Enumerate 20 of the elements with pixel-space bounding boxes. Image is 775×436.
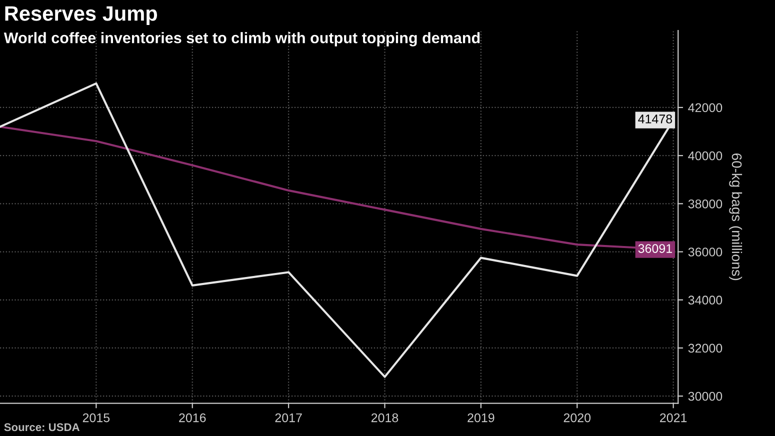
y-tick-label: 30000: [688, 392, 722, 401]
x-tick-label: 2020: [564, 413, 591, 422]
data-label: 36091: [638, 244, 672, 253]
x-tick-label: 2016: [179, 413, 206, 422]
y-tick-label: 32000: [688, 344, 722, 353]
y-tick-label: 38000: [688, 199, 722, 208]
x-tick-label: 2019: [468, 413, 494, 422]
chart-title: Reserves Jump: [5, 6, 158, 25]
y-tick-label: 42000: [688, 103, 722, 112]
y-tick-label: 34000: [688, 296, 722, 305]
data-label: 41478: [638, 114, 672, 124]
x-tick-label: 2021: [660, 413, 687, 422]
chart-subtitle: World coffee inventories set to climb with output topping demand: [4, 32, 480, 46]
source-note: Source: USDA: [4, 423, 80, 432]
x-tick-label: 2017: [275, 413, 302, 422]
y-tick-label: 36000: [688, 248, 722, 256]
x-tick-label: 2015: [82, 413, 110, 422]
x-tick-label: 2018: [371, 413, 398, 422]
y-tick-label: 40000: [688, 151, 722, 160]
y-axis-title: 60-kg bags (millions): [729, 154, 742, 280]
